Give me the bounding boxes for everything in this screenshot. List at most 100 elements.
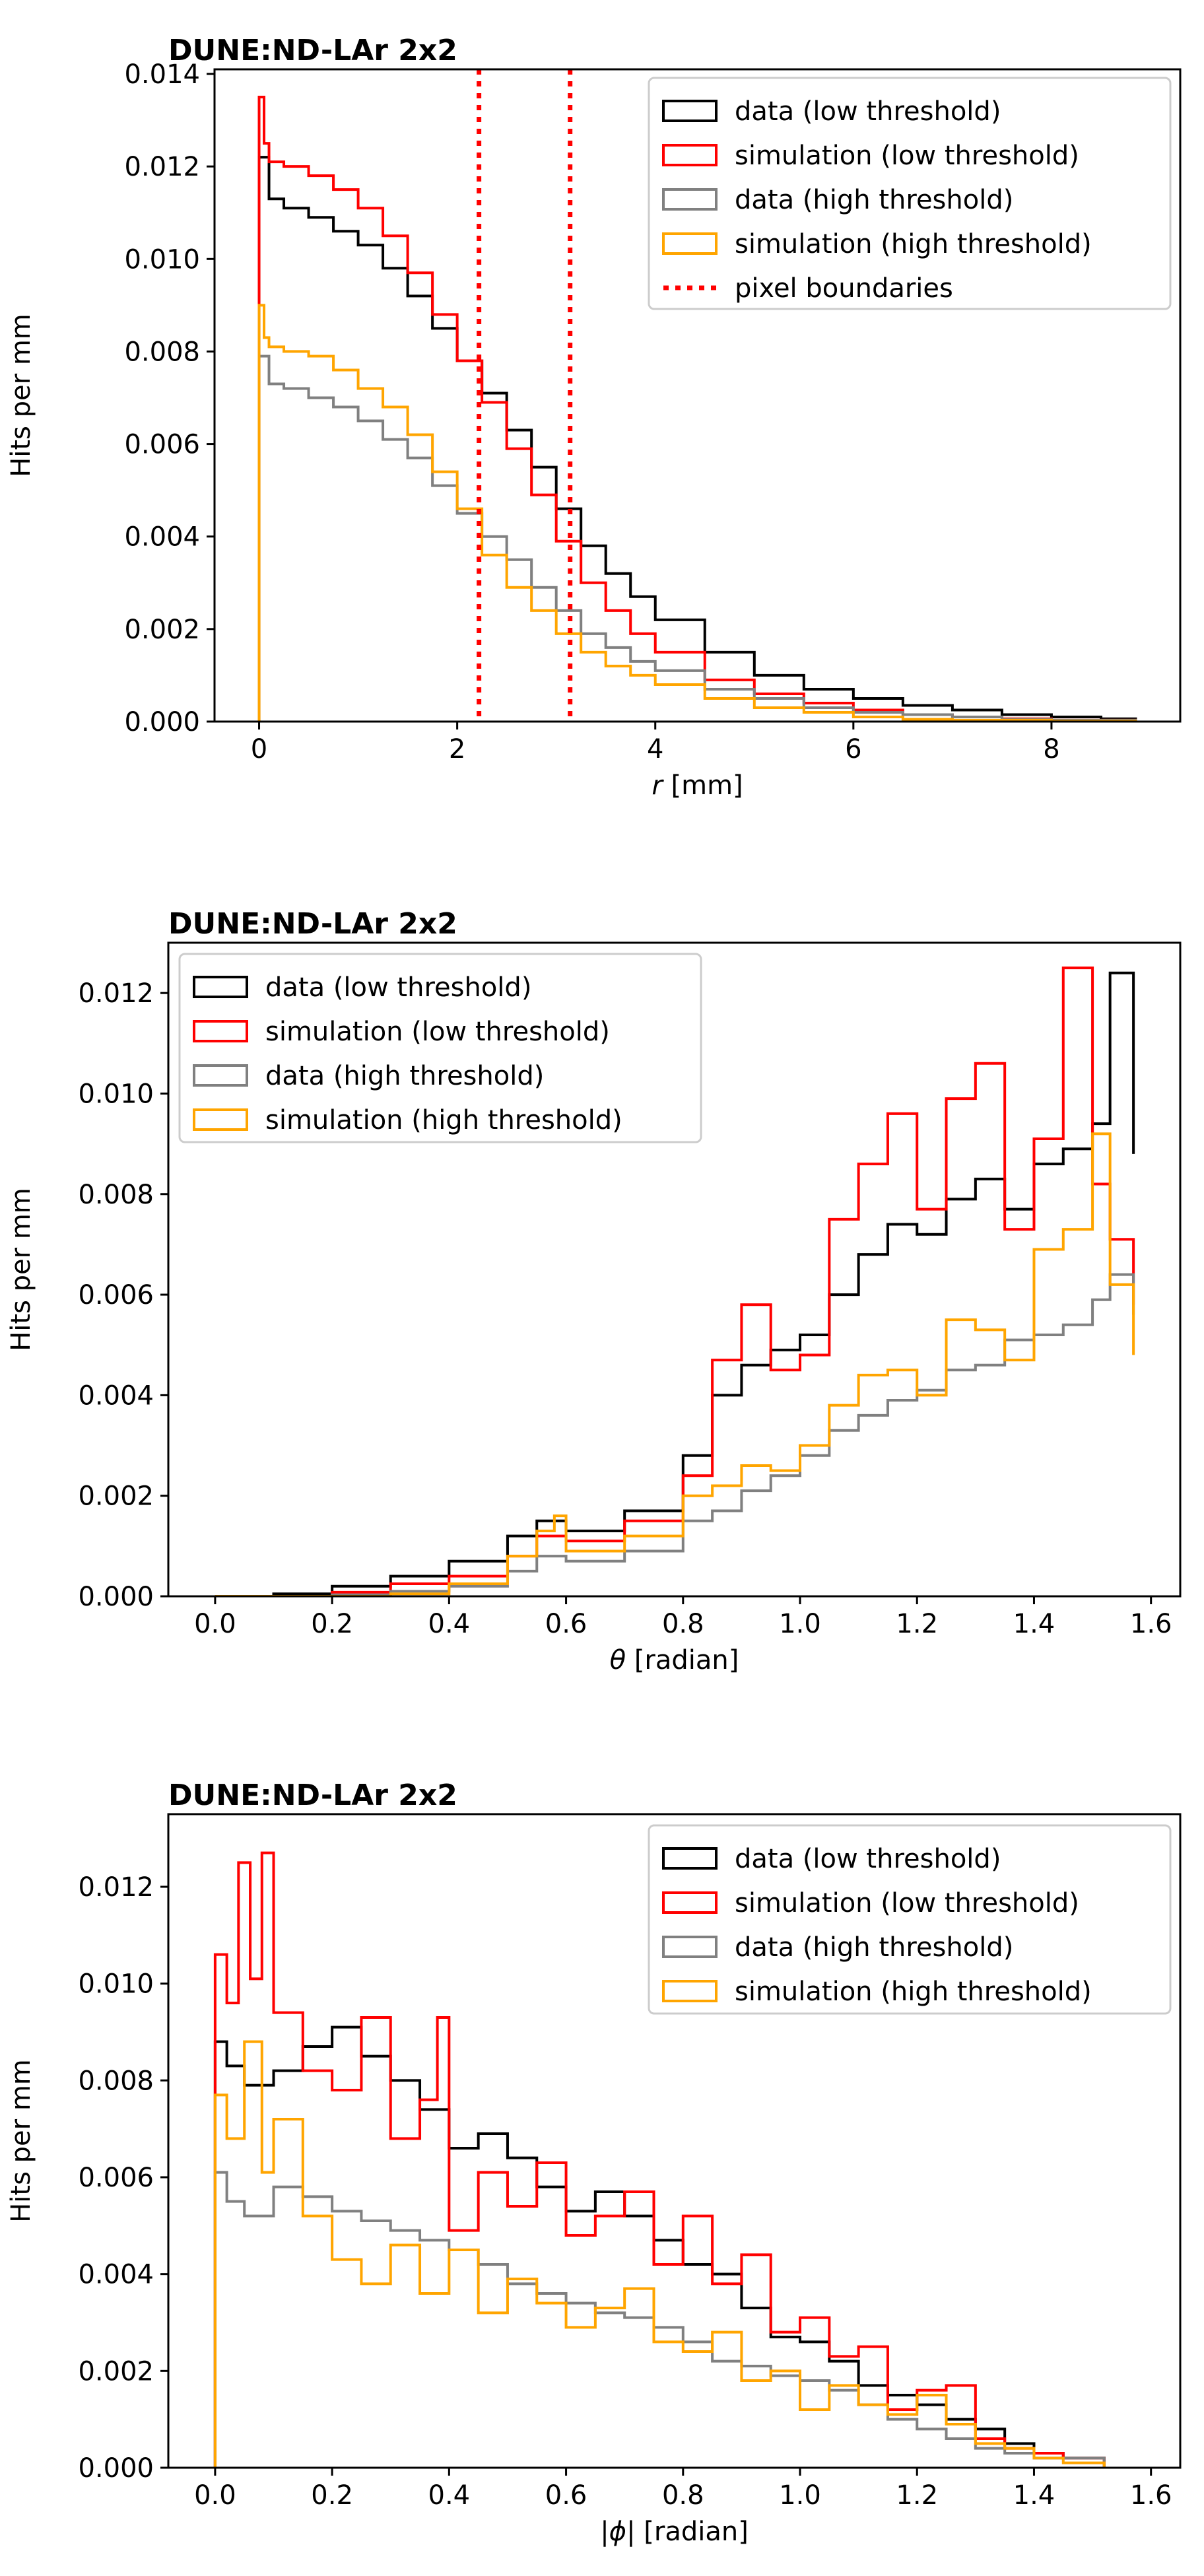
legend-swatch xyxy=(193,1064,248,1087)
legend-frame xyxy=(178,953,702,1143)
y-tick-label: 0.002 xyxy=(78,2356,154,2387)
legend-label: data (low threshold) xyxy=(735,96,1001,127)
y-tick-label: 0.008 xyxy=(78,2066,154,2096)
y-tick-label: 0.008 xyxy=(78,1180,154,1210)
legend-label: simulation (low threshold) xyxy=(265,1017,610,1047)
y-tick-label: 0.010 xyxy=(124,244,200,275)
x-tick-label: 6 xyxy=(845,734,861,764)
chart-panel-1: 0 2 4 6 8 0.000 0.002 0.004 0.006 0.008 0.010 0.012… xyxy=(6,34,1182,801)
legend-label: simulation (low threshold) xyxy=(735,141,1079,171)
legend-swatch xyxy=(193,1020,248,1042)
y-tick-label: 0.012 xyxy=(78,978,154,1009)
legend-label: data (high threshold) xyxy=(265,1061,544,1091)
x-tick-label: 1.2 xyxy=(896,2480,938,2511)
legend-swatch xyxy=(662,232,718,255)
x-tick-label: 8 xyxy=(1043,734,1059,764)
legend-label: simulation (high threshold) xyxy=(735,1977,1092,2007)
series-line-1 xyxy=(213,2025,1106,2468)
series-line-3 xyxy=(257,355,1137,722)
x-tick-label: 0.0 xyxy=(194,1609,236,1639)
series-line-3 xyxy=(215,1273,1135,1596)
y-tick-label: 0.004 xyxy=(124,522,200,553)
x-tick-label: 0.8 xyxy=(662,2480,704,2511)
x-tick-label: 1.2 xyxy=(896,1609,938,1639)
y-tick-label: 0.012 xyxy=(78,1872,154,1903)
x-axis-label: θ [radian] xyxy=(610,1645,739,1676)
legend-label: simulation (high threshold) xyxy=(735,229,1092,259)
legend-swatch xyxy=(662,1936,718,1958)
x-tick-label: 0.6 xyxy=(545,1609,587,1639)
experiment-label: DUNE:ND-LAr 2x2 xyxy=(168,1779,457,1812)
legend-label: data (low threshold) xyxy=(265,972,531,1003)
legend: data (low threshold) simulation (low thre… xyxy=(648,77,1172,310)
y-tick-label: 0.004 xyxy=(78,1380,154,1411)
legend-swatch xyxy=(662,188,718,211)
legend-swatch xyxy=(662,1891,718,1914)
x-tick-label: 1.6 xyxy=(1130,1609,1172,1639)
y-tick-label: 0.000 xyxy=(78,1582,154,1612)
series-line-4 xyxy=(213,2040,1106,2468)
legend-label: pixel boundaries xyxy=(735,273,953,304)
x-tick-label: 2 xyxy=(449,734,465,764)
y-tick-label: 0.010 xyxy=(78,1969,154,2000)
y-tick-label: 0.002 xyxy=(124,615,200,645)
x-tick-label: 0.8 xyxy=(662,1609,704,1639)
x-tick-label: 4 xyxy=(647,734,663,764)
x-tick-label: 0 xyxy=(251,734,267,764)
x-tick-label: 0.2 xyxy=(311,2480,353,2511)
legend-label: data (high threshold) xyxy=(735,185,1013,215)
experiment-label: DUNE:ND-LAr 2x2 xyxy=(168,34,457,67)
legend-swatch xyxy=(662,1847,718,1870)
plot-frame xyxy=(167,1813,1182,2469)
x-axis-label: |ϕ| [radian] xyxy=(600,2517,749,2547)
plot-frame xyxy=(213,68,1182,723)
y-tick-label: 0.008 xyxy=(124,337,200,367)
y-tick-label: 0.000 xyxy=(124,707,200,737)
plot-frame xyxy=(167,941,1182,1598)
y-axis-label: Hits per mm xyxy=(6,1188,36,1351)
legend-label: data (high threshold) xyxy=(735,1932,1013,1963)
x-tick-label: 0.2 xyxy=(311,1609,353,1639)
x-tick-label: 0.6 xyxy=(545,2480,587,2511)
legend-frame xyxy=(648,77,1172,310)
chart-panel-2: 0.0 0.2 0.4 0.6 0.8 1.0 1.2 1.4 1.6 0.000 0.002 0.0… xyxy=(6,907,1182,1676)
y-axis-label: Hits per mm xyxy=(6,2059,36,2223)
x-tick-label: 0.4 xyxy=(428,2480,471,2511)
x-tick-label: 1.4 xyxy=(1013,2480,1055,2511)
legend: data (low threshold) simulation (low thre… xyxy=(178,953,702,1143)
y-tick-label: 0.002 xyxy=(78,1481,154,1512)
x-tick-label: 1.4 xyxy=(1013,1609,1055,1639)
legend-frame xyxy=(648,1824,1172,2015)
legend-label: simulation (low threshold) xyxy=(735,1888,1079,1918)
y-tick-label: 0.000 xyxy=(78,2453,154,2484)
series-line-4 xyxy=(215,1132,1135,1596)
series-line-2 xyxy=(213,1851,1106,2468)
x-tick-label: 0.4 xyxy=(428,1609,471,1639)
y-tick-label: 0.010 xyxy=(78,1079,154,1109)
y-tick-label: 0.006 xyxy=(78,2163,154,2193)
series-line-2 xyxy=(257,96,1137,722)
legend-label: simulation (high threshold) xyxy=(265,1105,622,1135)
x-tick-label: 1.0 xyxy=(779,1609,821,1639)
series-line-3 xyxy=(213,2171,1106,2468)
x-tick-label: 1.0 xyxy=(779,2480,821,2511)
y-tick-label: 0.014 xyxy=(124,59,200,90)
legend-swatch xyxy=(662,100,718,122)
y-axis-label: Hits per mm xyxy=(6,314,36,477)
legend-swatch xyxy=(662,144,718,166)
y-tick-label: 0.004 xyxy=(78,2260,154,2290)
y-tick-label: 0.006 xyxy=(124,430,200,460)
y-tick-label: 0.006 xyxy=(78,1280,154,1310)
experiment-label: DUNE:ND-LAr 2x2 xyxy=(168,907,457,941)
y-tick-label: 0.012 xyxy=(124,152,200,182)
x-tick-label: 1.6 xyxy=(1130,2480,1172,2511)
legend-swatch xyxy=(193,976,248,998)
legend-label: data (low threshold) xyxy=(735,1844,1001,1874)
legend-swatch xyxy=(662,1980,718,2002)
chart-panel-3: 0.0 0.2 0.4 0.6 0.8 1.0 1.2 1.4 1.6 0.000 0.002 0.0… xyxy=(6,1779,1182,2547)
legend: data (low threshold) simulation (low thre… xyxy=(648,1824,1172,2015)
series-line-4 xyxy=(257,304,1137,722)
series-line-1 xyxy=(257,156,1137,722)
legend-swatch xyxy=(193,1108,248,1131)
